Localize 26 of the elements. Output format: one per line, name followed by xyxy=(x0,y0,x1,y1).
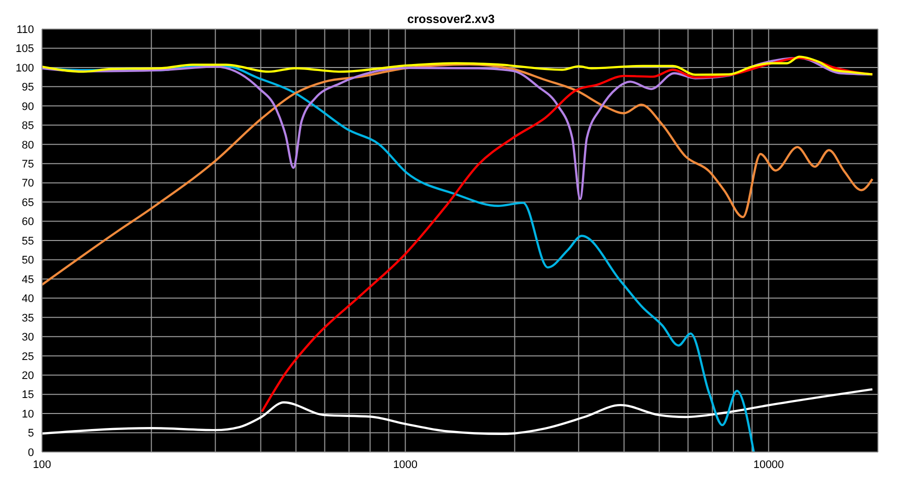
y-tick-label: 105 xyxy=(16,43,34,56)
y-tick-label: 85 xyxy=(22,120,34,132)
y-tick-label: 5 xyxy=(28,428,34,440)
y-tick-label: 0 xyxy=(28,446,34,459)
y-tick-label: 35 xyxy=(22,312,34,324)
y-tick-label: 80 xyxy=(22,139,34,152)
y-tick-label: 45 xyxy=(22,274,34,286)
y-tick-label: 50 xyxy=(22,254,34,267)
y-tick-label: 40 xyxy=(22,293,34,306)
y-tick-label: 90 xyxy=(22,100,34,113)
chart-title: crossover2.xv3 xyxy=(407,12,495,26)
x-tick-label: 1000 xyxy=(393,458,418,471)
y-tick-label: 10 xyxy=(22,408,34,420)
y-tick-label: 95 xyxy=(22,82,34,94)
y-tick-label: 20 xyxy=(22,370,34,382)
x-tick-label: 10000 xyxy=(753,458,784,471)
y-tick-label: 100 xyxy=(16,62,34,74)
y-tick-label: 75 xyxy=(22,158,34,170)
y-tick-label: 55 xyxy=(22,235,34,248)
y-tick-label: 25 xyxy=(22,350,34,363)
y-tick-label: 65 xyxy=(22,196,34,209)
y-tick-label: 110 xyxy=(16,24,34,36)
y-tick-label: 15 xyxy=(22,389,34,402)
y-tick-label: 70 xyxy=(22,178,34,190)
y-tick-label: 30 xyxy=(22,332,34,344)
y-tick-label: 60 xyxy=(22,216,34,228)
